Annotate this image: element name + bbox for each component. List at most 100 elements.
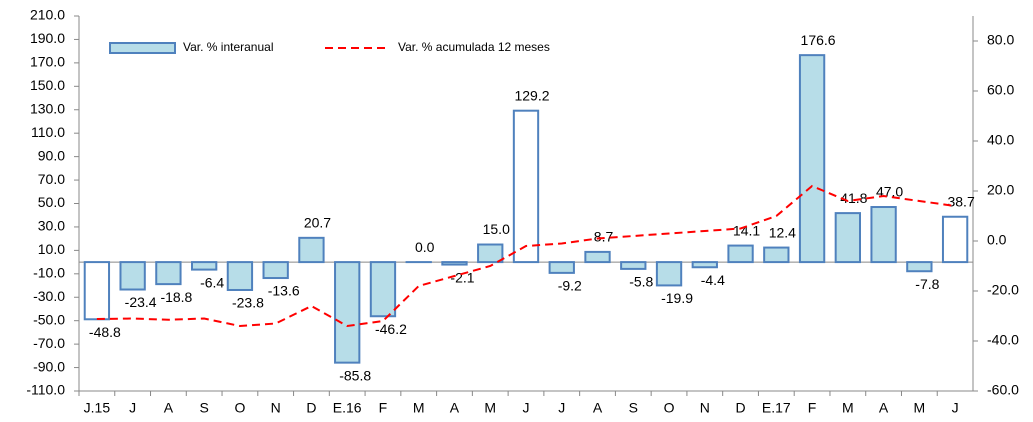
y-tick-label: 130.0 — [30, 100, 65, 116]
line — [96, 184, 956, 328]
data-label: 38.7 — [947, 193, 974, 209]
legend-swatch — [109, 42, 176, 54]
bar — [655, 261, 683, 287]
bar — [369, 261, 397, 318]
y2-tick-label: 0.0 — [987, 232, 1007, 248]
legend-label: Var. % interanual — [183, 40, 274, 54]
bar — [262, 261, 289, 280]
y2-tick-label: -40.0 — [987, 332, 1019, 348]
x-tick-label: O — [234, 400, 245, 416]
bar — [906, 261, 933, 273]
y2-tick-label: 40.0 — [987, 132, 1014, 148]
legend-label: Var. % acumulada 12 meses — [398, 40, 550, 54]
data-label: 8.7 — [594, 229, 614, 245]
y-tick-label: 210.0 — [30, 7, 65, 23]
x-tick-label: J — [523, 400, 530, 416]
x-tick-label: D — [735, 400, 745, 416]
bar — [441, 261, 468, 266]
data-label: 14.1 — [733, 222, 760, 238]
bar — [941, 215, 969, 264]
data-label: 15.0 — [483, 221, 510, 237]
x-tick-label: E.17 — [762, 400, 791, 416]
y-tick-label: 90.0 — [38, 147, 65, 163]
x-tick-label: N — [271, 400, 281, 416]
bar — [834, 212, 861, 264]
bar — [548, 261, 575, 274]
bar — [477, 243, 504, 264]
y-tick-label: -10.0 — [33, 265, 65, 281]
y2-tick-label: -20.0 — [987, 282, 1019, 298]
y-tick-label: -30.0 — [33, 288, 65, 304]
data-label: -9.2 — [558, 278, 582, 294]
data-label: -18.8 — [160, 289, 192, 305]
x-tick-label: F — [379, 400, 388, 416]
data-label: 20.7 — [304, 215, 331, 231]
x-tick-label: D — [306, 400, 316, 416]
bar — [334, 261, 361, 364]
y-tick-label: -70.0 — [33, 335, 65, 351]
data-label: 12.4 — [769, 224, 796, 240]
y-tick-label: -110.0 — [26, 382, 65, 398]
data-label: 41.8 — [840, 190, 867, 206]
bar — [584, 250, 611, 264]
x-tick-label: J — [558, 400, 565, 416]
data-label: 129.2 — [514, 87, 549, 103]
data-label: -2.1 — [450, 269, 474, 285]
x-tick-label: O — [664, 400, 675, 416]
bar — [119, 261, 146, 291]
data-label: -85.8 — [339, 367, 371, 383]
data-label: -7.8 — [915, 276, 939, 292]
data-label: 0.0 — [415, 239, 435, 255]
y-tick-label: 50.0 — [38, 194, 65, 210]
data-label: -5.8 — [629, 274, 653, 290]
bar — [727, 244, 754, 264]
x-tick-label: E.16 — [333, 400, 362, 416]
x-tick-label: M — [842, 400, 854, 416]
bar — [512, 109, 540, 264]
data-label: -23.8 — [232, 295, 264, 311]
bar — [83, 261, 111, 321]
data-label: -6.4 — [200, 274, 224, 290]
bar — [155, 261, 182, 286]
y2-tick-label: 80.0 — [987, 32, 1014, 48]
y-tick-label: -50.0 — [33, 311, 65, 327]
data-label: -4.4 — [701, 272, 725, 288]
y2-tick-label: 60.0 — [987, 82, 1014, 98]
y-tick-label: 170.0 — [30, 54, 65, 70]
bar — [298, 236, 325, 264]
data-label: 176.6 — [801, 32, 836, 48]
bar — [226, 261, 254, 291]
x-tick-label: F — [808, 400, 817, 416]
x-tick-label: M — [413, 400, 425, 416]
data-label: -13.6 — [268, 283, 300, 299]
x-tick-label: J — [952, 400, 959, 416]
x-tick-label: J — [129, 400, 136, 416]
x-tick-label: A — [879, 400, 889, 416]
x-tick-label: M — [484, 400, 496, 416]
bar — [870, 206, 897, 264]
y-tick-label: -90.0 — [33, 358, 65, 374]
y-tick-label: 110.0 — [31, 124, 65, 140]
bar — [620, 261, 647, 270]
x-tick-label: A — [450, 400, 460, 416]
bar — [798, 54, 826, 264]
x-tick-label: M — [914, 400, 926, 416]
y2-tick-label: 20.0 — [987, 182, 1014, 198]
y-tick-label: 190.0 — [30, 30, 65, 46]
data-label: -46.2 — [375, 321, 407, 337]
data-label: -19.9 — [661, 290, 693, 306]
bar — [763, 246, 790, 264]
y-tick-label: 150.0 — [30, 77, 65, 93]
x-tick-label: S — [199, 400, 208, 416]
data-label: -23.4 — [125, 294, 157, 310]
x-tick-label: J.15 — [84, 400, 111, 416]
y-tick-label: 10.0 — [38, 241, 65, 257]
x-tick-label: A — [164, 400, 174, 416]
x-tick-label: S — [629, 400, 638, 416]
bar — [191, 261, 218, 271]
x-tick-label: N — [700, 400, 710, 416]
data-label: -48.8 — [89, 324, 121, 340]
x-tick-label: A — [593, 400, 603, 416]
y2-tick-label: -60.0 — [987, 382, 1019, 398]
